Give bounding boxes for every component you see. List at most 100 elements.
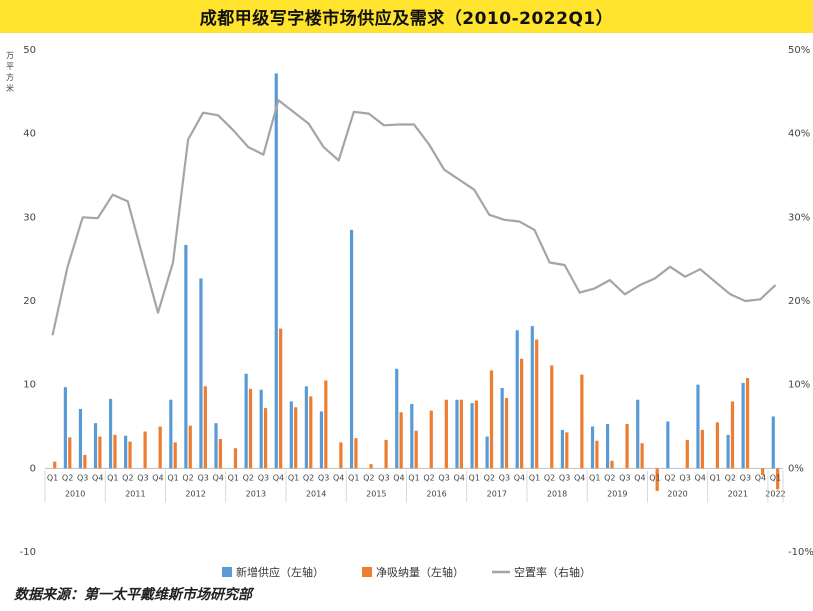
quarter-label: Q1 bbox=[529, 473, 540, 482]
quarter-label: Q1 bbox=[710, 473, 721, 482]
quarter-label: Q4 bbox=[92, 473, 103, 482]
absorption-bar bbox=[444, 399, 448, 469]
year-label: 2012 bbox=[185, 489, 205, 498]
y2-tick-label: 50% bbox=[788, 45, 810, 56]
year-label: 2021 bbox=[728, 489, 748, 498]
y2-tick-label: 0% bbox=[788, 463, 804, 474]
supply-bar bbox=[93, 423, 98, 469]
supply-bar bbox=[726, 434, 730, 469]
quarter-label: Q2 bbox=[303, 473, 314, 482]
absorption-bar bbox=[745, 377, 750, 469]
quarter-label: Q1 bbox=[589, 473, 600, 482]
chart-area: -1001020304050-10%0%10%20%30%40%50%万平方米 … bbox=[6, 45, 813, 578]
quarter-label: Q1 bbox=[649, 473, 660, 482]
y-axis-label: 平 bbox=[6, 62, 14, 71]
quarter-label: Q4 bbox=[213, 473, 224, 482]
absorption-bar bbox=[384, 439, 388, 469]
supply-bar bbox=[666, 421, 670, 469]
absorption-bar bbox=[685, 439, 689, 469]
absorption-bar bbox=[399, 412, 403, 469]
absorption-bar bbox=[429, 410, 433, 469]
y2-tick-label: 30% bbox=[788, 212, 810, 223]
absorption-bar bbox=[776, 468, 780, 490]
absorption-bar bbox=[98, 436, 102, 469]
supply-bar bbox=[259, 389, 263, 469]
absorption-bar bbox=[459, 399, 463, 469]
supply-bar bbox=[395, 368, 399, 469]
quarter-label: Q3 bbox=[197, 473, 208, 482]
bars bbox=[53, 73, 780, 491]
quarter-label: Q1 bbox=[408, 473, 419, 482]
absorption-bar bbox=[279, 328, 283, 469]
year-label: 2019 bbox=[607, 489, 627, 498]
supply-bar bbox=[515, 330, 519, 469]
absorption-bar bbox=[489, 370, 494, 469]
absorption-bar bbox=[68, 437, 72, 469]
y-tick-label: -10 bbox=[20, 547, 36, 558]
year-label: 2022 bbox=[765, 489, 785, 498]
absorption-bar bbox=[173, 442, 177, 469]
supply-bar bbox=[560, 429, 565, 469]
absorption-bar bbox=[610, 460, 614, 469]
source-note: 数据来源：第一太平戴维斯市场研究部 bbox=[14, 587, 252, 603]
absorption-bar bbox=[158, 426, 162, 469]
quarter-label: Q1 bbox=[770, 473, 781, 482]
absorption-bar bbox=[83, 454, 87, 469]
chart-title: 成都甲级写字楼市场供应及需求（2010-2022Q1） bbox=[199, 9, 614, 29]
absorption-bar bbox=[53, 461, 57, 469]
quarter-label: Q4 bbox=[333, 473, 344, 482]
absorption-bar bbox=[324, 380, 328, 469]
supply-bar bbox=[771, 416, 775, 469]
supply-bar bbox=[470, 403, 474, 469]
supply-bar bbox=[304, 386, 308, 469]
absorption-bar bbox=[474, 400, 479, 469]
quarter-label: Q1 bbox=[107, 473, 118, 482]
absorption-bar bbox=[354, 438, 358, 469]
y-axis-label: 万 bbox=[6, 51, 14, 60]
supply-bar bbox=[500, 388, 504, 469]
quarter-label: Q2 bbox=[664, 473, 675, 482]
x-axis-labels: Q1 Q2 Q3 Q4 Q1 Q2 Q3 Q4 Q1 Q2 Q3 Q4 Q1 Q2 Q3 Q4 Q1 Q2 Q3 Q4… bbox=[44, 470, 786, 503]
absorption-bar bbox=[113, 434, 117, 469]
quarter-label: Q3 bbox=[438, 473, 449, 482]
absorption-bar bbox=[580, 374, 584, 469]
quarter-label: Q3 bbox=[77, 473, 88, 482]
absorption-bar bbox=[188, 425, 192, 469]
absorption-bar bbox=[504, 398, 509, 469]
year-label: 2017 bbox=[487, 489, 507, 498]
year-label: 2018 bbox=[547, 489, 567, 498]
quarter-label: Q2 bbox=[182, 473, 193, 482]
supply-bar bbox=[530, 326, 534, 469]
quarter-label: Q4 bbox=[755, 473, 766, 482]
absorption-bar bbox=[700, 429, 704, 469]
quarter-label: Q4 bbox=[152, 473, 163, 482]
quarter-label: Q3 bbox=[137, 473, 148, 482]
year-label: 2016 bbox=[426, 489, 446, 498]
year-label: 2011 bbox=[125, 489, 145, 498]
y2-tick-label: 20% bbox=[788, 296, 810, 307]
quarter-label: Q3 bbox=[378, 473, 389, 482]
supply-bar bbox=[455, 399, 459, 469]
y2-tick-label: -10% bbox=[788, 547, 813, 558]
quarter-label: Q4 bbox=[453, 473, 464, 482]
legend-swatch bbox=[362, 567, 372, 577]
absorption-bar bbox=[248, 388, 253, 469]
absorption-bar bbox=[535, 339, 539, 469]
absorption-bar bbox=[655, 468, 659, 491]
quarter-label: Q2 bbox=[363, 473, 374, 482]
title-banner: 成都甲级写字楼市场供应及需求（2010-2022Q1） bbox=[0, 0, 813, 33]
y-tick-label: 0 bbox=[30, 463, 36, 474]
quarter-label: Q2 bbox=[484, 473, 495, 482]
supply-bar bbox=[274, 73, 278, 469]
supply-bar bbox=[319, 411, 324, 469]
absorption-bar bbox=[218, 439, 223, 469]
legend-label: 新增供应（左轴） bbox=[236, 565, 324, 578]
supply-bar bbox=[184, 244, 188, 469]
y-tick-label: 50 bbox=[23, 45, 36, 56]
quarter-label: Q4 bbox=[634, 473, 645, 482]
quarter-label: Q1 bbox=[288, 473, 299, 482]
quarter-label: Q2 bbox=[604, 473, 615, 482]
quarter-label: Q4 bbox=[514, 473, 525, 482]
absorption-bar bbox=[309, 396, 313, 469]
